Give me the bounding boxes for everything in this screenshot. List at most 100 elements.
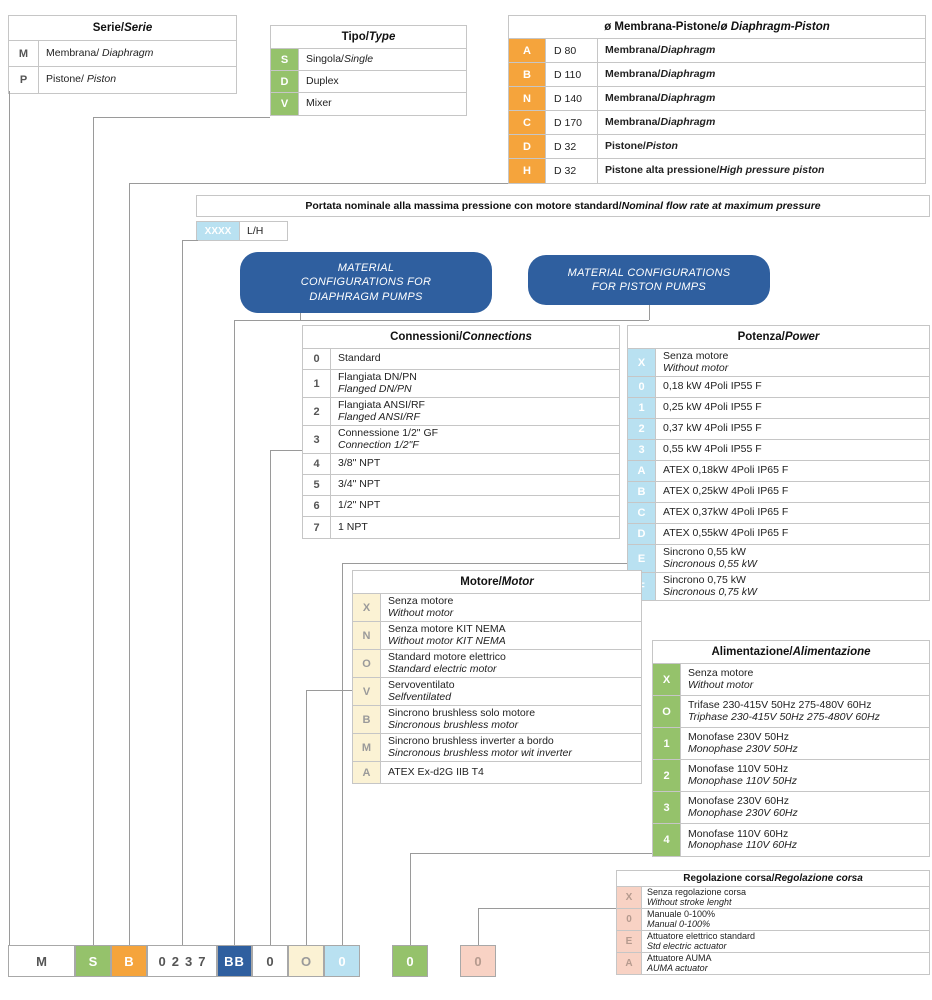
description-line: Monofase 230V 50Hz: [688, 731, 789, 743]
membrana-description-cell: Membrana/Diaphragm: [598, 39, 925, 62]
motore-code-cell: V: [353, 678, 381, 705]
connessioni-description-cell: 3/8" NPT: [331, 454, 619, 474]
description-line: Membrana/Diaphragm: [605, 115, 716, 128]
connector-line-stroke: [478, 908, 479, 945]
potenza-description-cell: 0,37 kW 4Poli IP55 F: [656, 419, 929, 439]
potenza-row-B: B ATEX 0,25kW 4Poli IP65 F: [628, 482, 929, 503]
connessioni-row-6: 6 1/2" NPT: [303, 496, 619, 517]
connector-line-material: [234, 320, 235, 945]
code-box-8-0: 0: [324, 945, 360, 977]
power-table: Potenza/Power X Senza motore Without motor 0…: [627, 325, 930, 601]
membrana-code-cell: A: [509, 39, 546, 62]
description-line: Attuatore AUMA: [647, 953, 712, 963]
alimentazione-row-4: 4 Monofase 110V 60Hz Monophase 110V 60Hz: [653, 824, 929, 856]
potenza-row-D: D ATEX 0,55kW 4Poli IP65 F: [628, 524, 929, 545]
connessioni-table-title: Connessioni/Connections: [303, 326, 619, 349]
membrana-code-cell: B: [509, 63, 546, 86]
flow-rate-title-it: Portata nominale alla massima pressione …: [305, 200, 622, 212]
badge-line: CONFIGURATIONS FOR: [300, 276, 432, 289]
motore-description-cell: ATEX Ex-d2G IIB T4: [381, 762, 641, 783]
membrana-code-cell: H: [509, 159, 546, 183]
connessioni-row-7: 7 1 NPT: [303, 517, 619, 538]
connessioni-row-4: 4 3/8" NPT: [303, 454, 619, 475]
connector-line-flow-rate: [182, 240, 183, 945]
potenza-row-2: 2 0,37 kW 4Poli IP55 F: [628, 419, 929, 440]
description-line: Senza motore KIT NEMA: [388, 623, 506, 635]
potenza-description-cell: ATEX 0,25kW 4Poli IP65 F: [656, 482, 929, 502]
alimentazione-row-O: O Trifase 230-415V 50Hz 275-480V 60Hz Trip…: [653, 696, 929, 728]
connector-line-membrana: [129, 183, 130, 945]
alimentazione-code-cell: 3: [653, 792, 681, 823]
motore-row-M: M Sincrono brushless inverter a bordo Sinc…: [353, 734, 641, 762]
connessioni-code-cell: 6: [303, 496, 331, 516]
tipo-description-cell: Singola/Single: [299, 49, 466, 70]
description-line: Monophase 110V 50Hz: [688, 774, 797, 787]
badge-line: FOR PISTON PUMPS: [592, 281, 706, 293]
motore-table-title: Motore/Motor: [353, 571, 641, 594]
connessioni-code-cell: 4: [303, 454, 331, 474]
description-line: Monophase 110V 60Hz: [688, 839, 797, 851]
description-line: Monophase 230V 50Hz: [688, 742, 798, 755]
membrana-description-cell: Pistone alta pressione/High pressure pis…: [598, 159, 925, 183]
description-line: Sincrono 0,55 kW: [663, 546, 746, 558]
potenza-description-cell: Sincrono 0,75 kW Sincronous 0,75 kW: [656, 573, 929, 600]
flow-rate-code-cell: XXXX: [196, 221, 240, 241]
serie-table-title: Serie/Serie: [9, 16, 236, 41]
potenza-description-cell: ATEX 0,37kW 4Poli IP65 F: [656, 503, 929, 523]
description-line: Membrana/Diaphragm: [605, 67, 716, 80]
motore-row-X: X Senza motore Without motor: [353, 594, 641, 622]
description-line: Attuatore elettrico standard: [647, 931, 756, 941]
description-line: Connection 1/2"F: [338, 438, 419, 451]
potenza-description-cell: ATEX 0,18kW 4Poli IP65 F: [656, 461, 929, 481]
potenza-description-cell: 0,25 kW 4Poli IP55 F: [656, 398, 929, 418]
potenza-code-cell: A: [628, 461, 656, 481]
description-line: 1/2" NPT: [338, 499, 381, 512]
description-line: Pistone/ Piston: [46, 73, 117, 86]
connessioni-code-cell: 7: [303, 517, 331, 538]
description-line: Membrana/Diaphragm: [605, 43, 716, 56]
regolazione-code-cell: E: [617, 931, 642, 952]
regolazione-row-E: E Attuatore elettrico standard Std electri…: [617, 931, 929, 953]
membrana-diameter-cell: D 140: [546, 87, 598, 110]
membrana-code-cell: N: [509, 87, 546, 110]
potenza-description-cell: 0,18 kW 4Poli IP55 F: [656, 377, 929, 397]
connessioni-row-5: 5 3/4" NPT: [303, 475, 619, 496]
description-line: Sincronous 0,75 kW: [663, 585, 757, 598]
description-line: Membrana/ Diaphragm: [46, 46, 154, 59]
description-line: Standard motore elettrico: [388, 651, 506, 663]
description-line: Monofase 230V 60Hz: [688, 795, 789, 807]
connector-line-motor: [306, 690, 352, 691]
motore-description-cell: Sincrono brushless solo motore Sincronous…: [381, 706, 641, 733]
motore-description-cell: Senza motore KIT NEMA Without motor KIT N…: [381, 622, 641, 649]
serie-table: Serie/Serie M Membrana/ Diaphragm P Pistone/…: [8, 15, 237, 94]
description-line: Selfventilated: [388, 690, 452, 703]
tipo-description-cell: Duplex: [299, 71, 466, 92]
potenza-code-cell: X: [628, 349, 656, 376]
alimentazione-code-cell: 2: [653, 760, 681, 791]
tipo-table-title: Tipo/Type: [271, 26, 466, 49]
diaphragm-piston-table: ø Membrana-Pistone/ø Diaphragm-Piston A D …: [508, 15, 926, 184]
description-line: Manuale 0-100%: [647, 909, 716, 919]
potenza-code-cell: 0: [628, 377, 656, 397]
code-box-9-0: 0: [392, 945, 428, 977]
connector-line-material: [649, 305, 650, 320]
membrana-diameter-cell: D 170: [546, 111, 598, 134]
flow-rate-unit-cell: L/H: [240, 221, 288, 241]
description-line: 0,25 kW 4Poli IP55 F: [663, 401, 762, 414]
connessioni-row-0: 0 Standard: [303, 349, 619, 370]
description-line: Standard electric motor: [388, 662, 497, 675]
description-line: 1 NPT: [338, 520, 368, 533]
alimentazione-table-title: Alimentazione/Alimentazione: [653, 641, 929, 664]
description-line: Senza motore: [688, 667, 754, 679]
motore-code-cell: B: [353, 706, 381, 733]
connessioni-description-cell: Standard: [331, 349, 619, 369]
badge-line: MATERIAL: [337, 261, 395, 274]
potenza-row-3: 3 0,55 kW 4Poli IP55 F: [628, 440, 929, 461]
serie-row-M: M Membrana/ Diaphragm: [9, 41, 236, 67]
potenza-row-0: 0 0,18 kW 4Poli IP55 F: [628, 377, 929, 398]
